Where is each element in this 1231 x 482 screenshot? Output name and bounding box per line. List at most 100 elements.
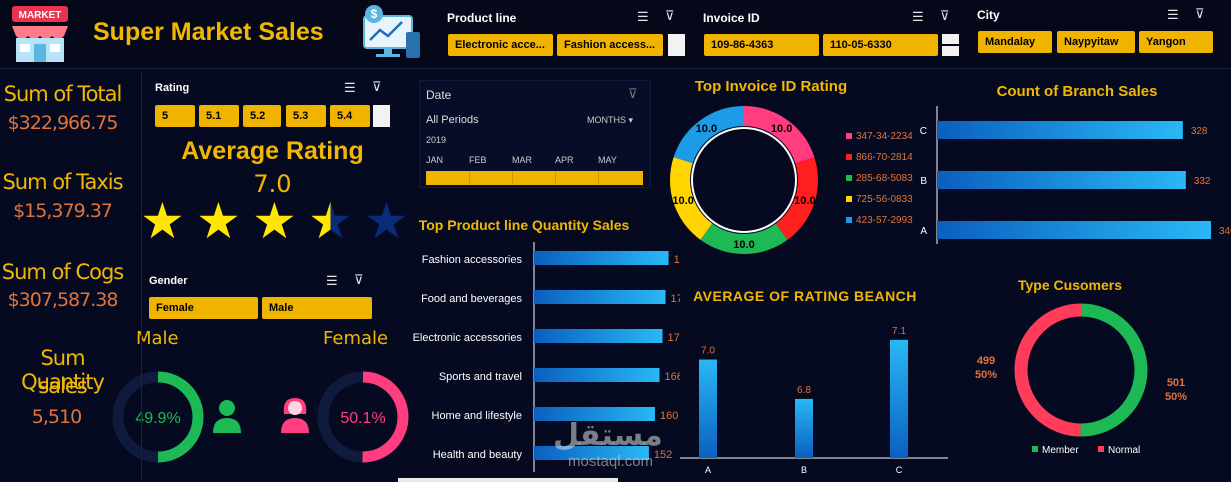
city-chip-mandalay[interactable]: Mandalay [978,31,1052,53]
gender-chip-male[interactable]: Male [262,297,372,319]
male-label: Male [136,328,179,349]
multi-select-icon[interactable]: ☰ [344,80,356,95]
legend-swatch [846,133,852,139]
data-label: 328 [1191,126,1208,137]
rating-star-icon: ★ [140,193,185,249]
legend-swatch [1098,446,1104,452]
chart-title: Count of Branch Sales [997,83,1158,100]
rating-chip[interactable]: 5.2 [243,105,281,127]
svg-text:$: $ [371,7,378,21]
multi-select-icon[interactable]: ☰ [1167,7,1179,22]
slice [670,106,818,254]
city-chip-naypyitaw[interactable]: Naypyitaw [1057,31,1135,53]
invoice-id-chip-more[interactable] [942,34,959,44]
product-line-chart: Top Product line Quantity Sales Fashion a… [413,217,680,472]
clear-filter-icon[interactable]: ⊽ [940,8,950,23]
date-timeline [419,80,651,188]
data-label: 332 [1194,176,1211,187]
product-line-chip-more[interactable] [668,34,685,56]
customer-type-chart: Type Cusomers 501 50% 499 50% Member Normal [975,277,1187,456]
chart-title: AVERAGE OF RATING BEANCH [693,288,917,304]
watermark-latin: mostaql.com [568,453,654,470]
timeline-month-label[interactable]: APR [555,155,574,165]
data-label-pct: 50% [1165,391,1187,403]
product-line-chip-electronic[interactable]: Electronic acce... [448,34,553,56]
kpi-qty-value: 5,510 [31,406,82,428]
male-donut: 49.9% [112,371,204,463]
invoice-id-chip-1[interactable]: 109-86-4363 [704,34,819,56]
data-label: 174 [671,293,680,305]
slice [1014,303,1148,437]
bar [534,251,669,265]
timeline-selection-bar[interactable] [426,171,643,185]
data-label: 160 [660,410,678,422]
chart-title: Type Cusomers [1018,277,1122,293]
data-label: 7.1 [892,326,906,337]
multi-select-icon[interactable]: ☰ [637,9,649,24]
data-label: 499 [977,355,995,367]
bar [890,339,908,458]
logo-text: MARKET [19,10,62,21]
timeline-unit-label: MONTHS [587,115,626,125]
clear-filter-icon[interactable]: ⊽ [354,272,364,287]
bar [795,398,813,458]
data-label: 340 [1219,226,1231,237]
category-label: Sports and travel [439,371,522,383]
data-label: 7.0 [701,346,715,357]
invoice-id-chip-2[interactable]: 110-05-6330 [823,34,938,56]
legend-swatch [846,154,852,160]
gender-chip-female[interactable]: Female [149,297,258,319]
data-label: 501 [1167,377,1185,389]
chart-title: Top Product line Quantity Sales [419,217,630,233]
rating-chip[interactable]: 5.4 [330,105,370,127]
timeline-month-label[interactable]: JAN [426,155,444,165]
legend-swatch [846,217,852,223]
data-label: 10.0 [672,195,693,207]
multi-select-icon[interactable]: ☰ [912,9,924,24]
kpi-cogs-value: $307,587.38 [7,289,119,311]
timeline-month-label[interactable]: MAR [512,155,532,165]
invoice-id-slicer-title: Invoice ID [703,11,760,25]
city-chip-yangon[interactable]: Yangon [1139,31,1213,53]
clear-filter-icon[interactable]: ⊽ [372,79,382,94]
clear-filter-icon[interactable]: ⊽ [665,8,675,23]
average-rating-title: Average Rating [181,137,364,165]
female-donut: 50.1% [317,371,409,463]
category-label: C [896,465,903,475]
gender-slicer-title: Gender [149,275,188,287]
legend-swatch [846,196,852,202]
slice [670,106,818,254]
rating-chip[interactable]: 5.3 [286,105,326,127]
timeline-unit-dropdown[interactable]: MONTHS ▾ [587,115,634,125]
clear-filter-icon[interactable]: ⊽ [628,86,638,101]
clear-filter-icon[interactable]: ⊽ [1195,6,1205,21]
legend-label: Member [1042,445,1079,456]
category-label: A [920,226,927,237]
legend-swatch [846,175,852,181]
legend-label: 285-68-5083 [856,173,913,184]
bar [534,290,666,304]
invoice-id-chip-more-2[interactable] [942,46,959,56]
category-label: B [920,176,927,187]
category-label: Health and beauty [433,449,523,461]
rating-chip[interactable]: 5 [155,105,195,127]
kpi-taxes-label: Sum of Taxis [2,170,123,194]
rating-chip-more[interactable] [373,105,390,127]
kpi-total-label: Sum of Total [3,82,123,106]
legend-label: 347-34-2234 [856,131,913,142]
average-rating-value: 7.0 [253,170,292,198]
male-pct-text: 49.9% [135,410,180,427]
slice [670,106,818,254]
multi-select-icon[interactable]: ☰ [326,273,338,288]
kpi-total-value: $322,966.75 [7,112,119,134]
timeline-month-label[interactable]: MAY [598,155,617,165]
invoice-rating-chart: Top Invoice ID Rating 10.0 10.0 10.0 10.0 10.… [670,78,913,254]
bar [699,359,717,458]
category-label: A [705,465,711,475]
category-label: Electronic accessories [413,332,523,344]
product-line-chip-fashion[interactable]: Fashion access... [557,34,663,56]
branch-count-chart: Count of Branch Sales C 328 B 332 A 340 [920,83,1231,244]
rating-chip[interactable]: 5.1 [199,105,239,127]
timeline-month-label[interactable]: FEB [469,155,487,165]
rating-star-icon: ★ [252,193,297,249]
